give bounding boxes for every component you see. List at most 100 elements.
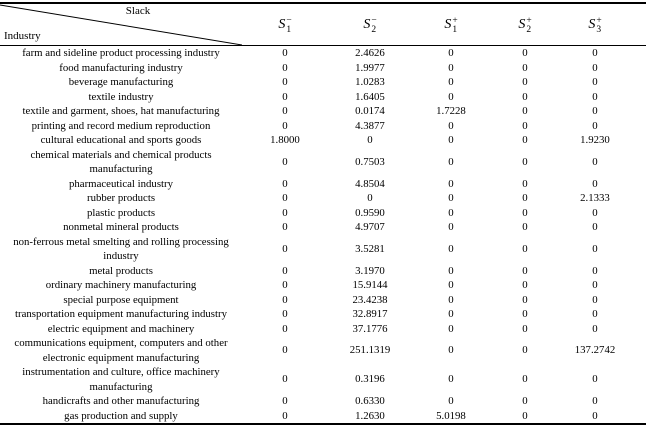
slack-symbol: S +1 — [444, 16, 457, 34]
industry-cell: gas production and supply — [64, 409, 178, 422]
value-cell: 0 — [448, 279, 454, 291]
column-header-S2+: S +2 — [490, 3, 560, 46]
value-cell: 0.3196 — [355, 373, 385, 386]
value-cell: 0 — [448, 192, 454, 204]
value-cell: 23.4238 — [352, 293, 388, 306]
industry-cell: plastic products — [86, 206, 156, 219]
table-row: communications equipment, computers and … — [0, 336, 646, 365]
value-cell: 0 — [282, 279, 288, 291]
slack-symbol: S −2 — [363, 16, 376, 34]
column-header-S1+: S +1 — [412, 3, 490, 46]
header-row: Slack Industry S −1 S −2 S +1 S +2 S +3 — [0, 3, 646, 46]
value-cell: 0 — [448, 293, 454, 306]
diagonal-divider-line — [0, 4, 242, 45]
value-cell: 3.1970 — [355, 264, 385, 277]
table-row: printing and record medium reproduction 0… — [0, 119, 646, 134]
value-cell: 1.9230 — [580, 134, 610, 146]
value-cell: 0 — [592, 119, 598, 132]
corner-label-slack: Slack — [125, 5, 151, 17]
value-cell: 1.2630 — [355, 409, 385, 422]
corner-label-industry: Industry — [4, 30, 41, 42]
value-cell: 0 — [592, 373, 598, 386]
table-row: cultural educational and sports goods 1.8… — [0, 133, 646, 148]
industry-cell: pharmaceutical industry — [68, 177, 174, 190]
value-cell: 0 — [448, 90, 454, 103]
value-cell: 0 — [592, 155, 598, 168]
value-cell: 0 — [282, 76, 288, 88]
table-row: textile industry 0 1.6405 0 0 0 — [0, 90, 646, 105]
symbol-base: S — [518, 17, 526, 32]
industry-cell: ordinary machinery manufacturing — [45, 279, 197, 291]
value-cell: 0 — [448, 322, 454, 335]
value-cell: 0 — [448, 61, 454, 74]
table-row: gas production and supply 0 1.2630 5.0198 0 0 — [0, 409, 646, 425]
symbol-superscript: + — [452, 16, 458, 26]
value-cell: 0 — [448, 119, 454, 132]
value-cell: 0 — [592, 279, 598, 291]
value-cell: 0 — [522, 242, 528, 255]
value-cell: 0.0174 — [355, 105, 385, 117]
value-cell: 0 — [592, 47, 598, 59]
value-cell: 0 — [448, 395, 454, 407]
value-cell: 0 — [282, 61, 288, 74]
value-cell: 4.8504 — [355, 177, 385, 190]
value-cell: 0 — [522, 47, 528, 59]
value-cell: 0.7503 — [355, 155, 385, 168]
value-cell: 0 — [448, 373, 454, 386]
industry-cell: rubber products — [86, 192, 156, 204]
value-cell: 0.9590 — [355, 206, 385, 219]
value-cell: 0 — [592, 308, 598, 320]
industry-cell: instrumentation and culture, office mach… — [22, 366, 220, 393]
industry-cell: textile and garment, shoes, hat manufact… — [22, 105, 220, 117]
value-cell: 0 — [282, 90, 288, 103]
table-row: rubber products 0 0 0 0 2.1333 — [0, 191, 646, 206]
value-cell: 2.4626 — [355, 47, 385, 59]
corner-cell: Slack Industry — [0, 3, 242, 46]
value-cell: 0 — [522, 395, 528, 407]
symbol-base: S — [278, 17, 286, 32]
value-cell: 0 — [522, 308, 528, 320]
value-cell: 0 — [282, 264, 288, 277]
symbol-superscript: + — [596, 16, 602, 26]
value-cell: 0 — [522, 264, 528, 277]
value-cell: 0 — [592, 105, 598, 117]
industry-cell: printing and record medium reproduction — [31, 119, 211, 132]
table-row: non-ferrous metal smelting and rolling p… — [0, 235, 646, 264]
value-cell: 1.8000 — [270, 134, 300, 146]
table-row: ordinary machinery manufacturing 0 15.9144… — [0, 278, 646, 293]
value-cell: 0 — [448, 47, 454, 59]
symbol-subscript: 2 — [371, 24, 377, 35]
table-row: electric equipment and machinery 0 37.1776… — [0, 322, 646, 337]
industry-cell: textile industry — [88, 90, 154, 103]
value-cell: 2.1333 — [580, 192, 610, 204]
value-cell: 0 — [522, 192, 528, 204]
value-cell: 0 — [448, 264, 454, 277]
value-cell: 0 — [282, 155, 288, 168]
value-cell: 0 — [367, 134, 373, 146]
table-row: pharmaceutical industry 0 4.8504 0 0 0 — [0, 177, 646, 192]
value-cell: 0 — [592, 322, 598, 335]
value-cell: 0 — [522, 206, 528, 219]
value-cell: 0 — [522, 409, 528, 422]
table-row: plastic products 0 0.9590 0 0 0 — [0, 206, 646, 221]
value-cell: 0 — [282, 47, 288, 59]
symbol-base: S — [363, 17, 371, 32]
industry-cell: special purpose equipment — [63, 293, 179, 306]
value-cell: 0 — [448, 308, 454, 320]
industry-cell: metal products — [89, 264, 153, 277]
slack-symbol: S +2 — [518, 16, 531, 34]
value-cell: 0 — [448, 242, 454, 255]
table-body: farm and sideline product processing ind… — [0, 46, 646, 425]
value-cell: 0 — [448, 134, 454, 146]
table-row: metal products 0 3.1970 0 0 0 — [0, 264, 646, 279]
table-row: transportation equipment manufacturing i… — [0, 307, 646, 322]
symbol-subscript: 1 — [452, 24, 458, 35]
value-cell: 0 — [592, 90, 598, 103]
value-cell: 0 — [522, 279, 528, 291]
industry-cell: chemical materials and chemical products… — [30, 148, 212, 176]
column-header-S1-: S −1 — [242, 3, 328, 46]
table-row: food manufacturing industry 0 1.9977 0 0 0 — [0, 61, 646, 76]
table-row: instrumentation and culture, office mach… — [0, 365, 646, 394]
value-cell: 0 — [522, 177, 528, 190]
